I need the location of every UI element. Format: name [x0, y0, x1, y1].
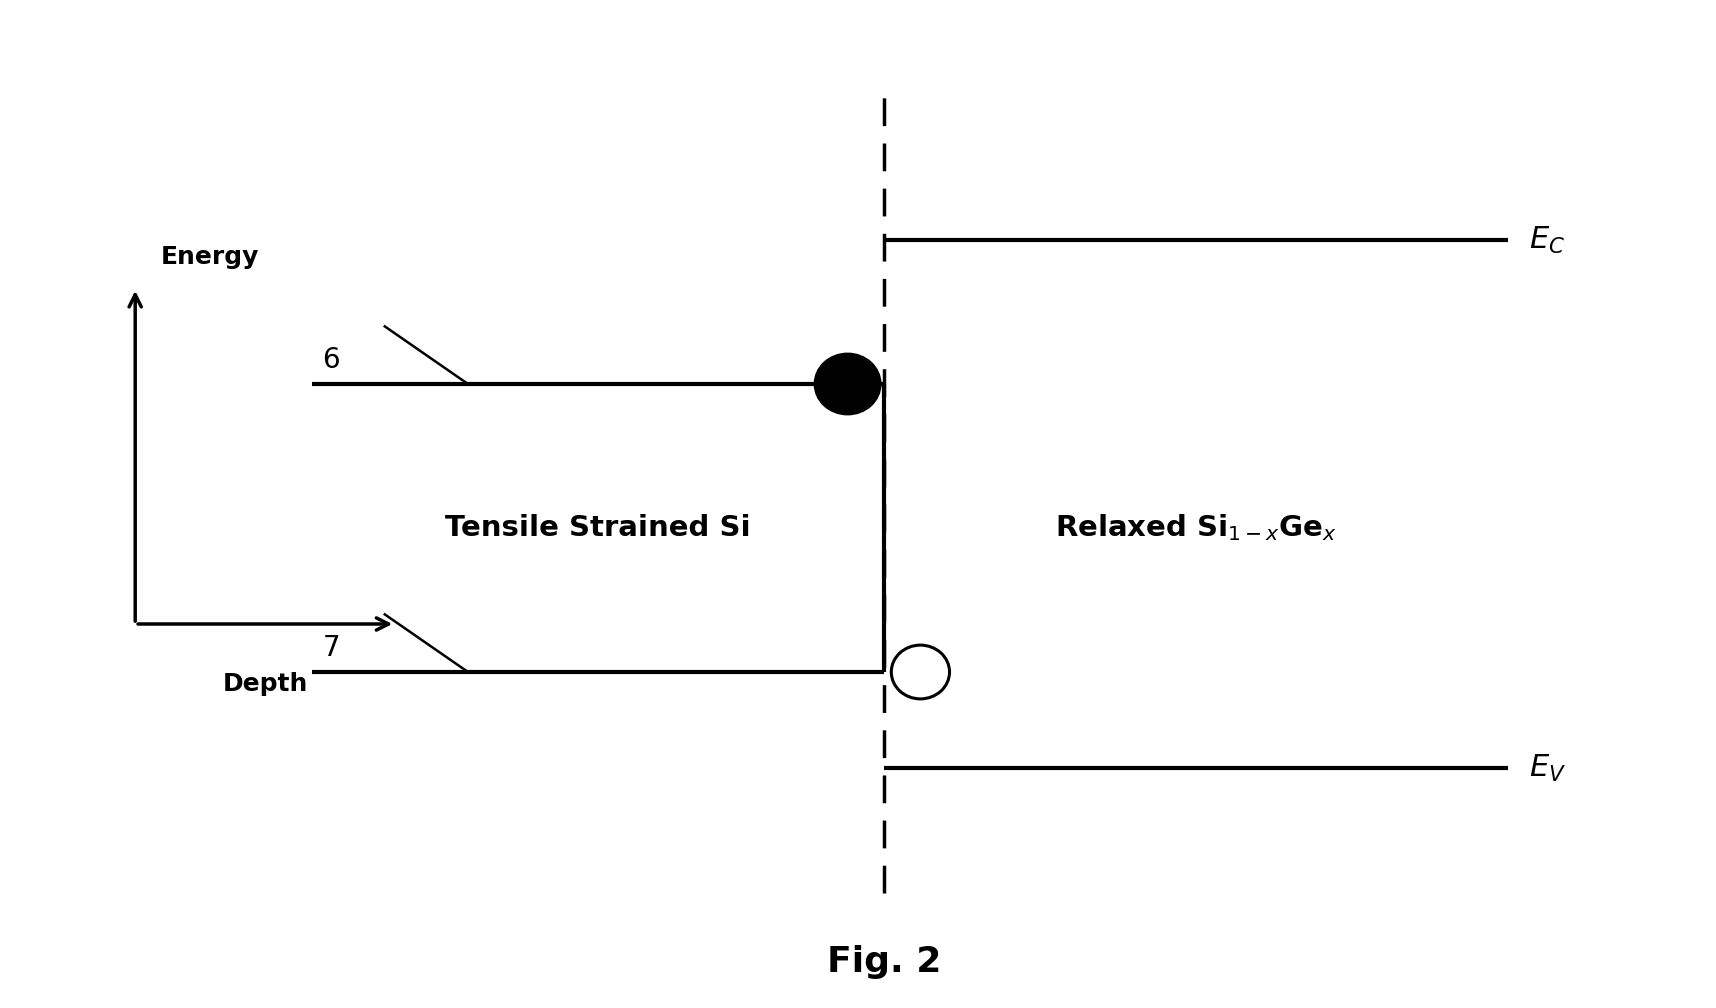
Circle shape	[891, 645, 949, 699]
Text: Relaxed Si$_{1-x}$Ge$_{x}$: Relaxed Si$_{1-x}$Ge$_{x}$	[1055, 513, 1337, 543]
Text: Fig. 2: Fig. 2	[827, 946, 940, 979]
Text: 6: 6	[323, 346, 340, 374]
Text: Energy: Energy	[161, 245, 259, 269]
Text: $E_V$: $E_V$	[1529, 752, 1567, 783]
Text: $E_C$: $E_C$	[1529, 225, 1565, 256]
Text: 7: 7	[323, 634, 340, 662]
Text: Depth: Depth	[223, 672, 307, 696]
Text: Tensile Strained Si: Tensile Strained Si	[444, 514, 752, 542]
Circle shape	[815, 353, 880, 414]
